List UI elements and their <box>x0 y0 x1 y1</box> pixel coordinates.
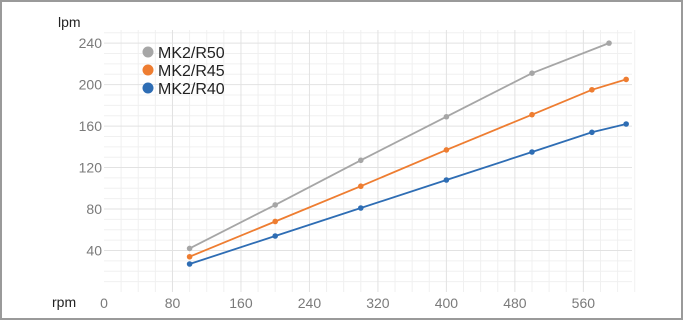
data-point <box>529 111 535 118</box>
series-mk2-r40 <box>186 121 629 267</box>
data-point <box>186 261 193 267</box>
data-point <box>589 129 595 136</box>
legend-swatch <box>142 46 154 58</box>
x-tick-label: 240 <box>298 295 322 311</box>
x-tick-label: 160 <box>229 295 253 311</box>
legend-swatch <box>142 64 154 76</box>
y-tick-label: 80 <box>86 201 102 217</box>
x-tick-label: 560 <box>572 295 596 311</box>
y-tick-label: 40 <box>86 243 102 259</box>
x-tick-label: 80 <box>165 295 181 311</box>
legend-label: MK2/R45 <box>158 63 225 80</box>
x-tick-label: 320 <box>366 295 390 311</box>
data-point <box>358 157 364 164</box>
data-point <box>443 177 450 183</box>
x-tick-labels: 0 80 160 240 320 400 480 560 <box>100 295 595 311</box>
data-point <box>589 86 595 93</box>
data-point <box>186 245 193 252</box>
data-point <box>272 202 279 208</box>
data-point <box>529 70 535 76</box>
legend-swatch <box>142 82 154 94</box>
x-axis-label: rpm <box>52 294 76 310</box>
y-tick-label: 240 <box>79 35 103 51</box>
x-tick-label: 0 <box>100 295 108 311</box>
x-tick-label: 400 <box>435 295 459 311</box>
y-tick-labels: 40 80 120 160 200 240 <box>79 35 103 258</box>
data-point <box>443 147 450 153</box>
y-tick-label: 200 <box>79 77 103 93</box>
grid <box>104 30 636 292</box>
y-axis-label: lpm <box>58 14 81 30</box>
data-point <box>186 253 193 260</box>
legend-label: MK2/R40 <box>158 81 225 98</box>
y-tick-label: 160 <box>79 118 103 134</box>
series-line <box>189 123 627 265</box>
series-mk2-r50 <box>186 40 612 252</box>
series-mk2-r45 <box>186 76 629 260</box>
data-point <box>529 149 535 155</box>
series-layer <box>186 40 629 267</box>
data-point <box>623 121 629 127</box>
data-point <box>358 183 364 190</box>
data-point <box>606 40 612 46</box>
axis-labels: lpm rpm <box>52 14 81 310</box>
data-point <box>623 76 629 83</box>
y-tick-label: 120 <box>79 160 103 176</box>
data-point <box>272 218 279 225</box>
x-tick-label: 480 <box>503 295 527 311</box>
data-point <box>358 205 364 211</box>
series-line <box>189 42 610 250</box>
legend-label: MK2/R50 <box>158 45 225 62</box>
data-point <box>443 113 450 120</box>
data-point <box>272 233 279 239</box>
